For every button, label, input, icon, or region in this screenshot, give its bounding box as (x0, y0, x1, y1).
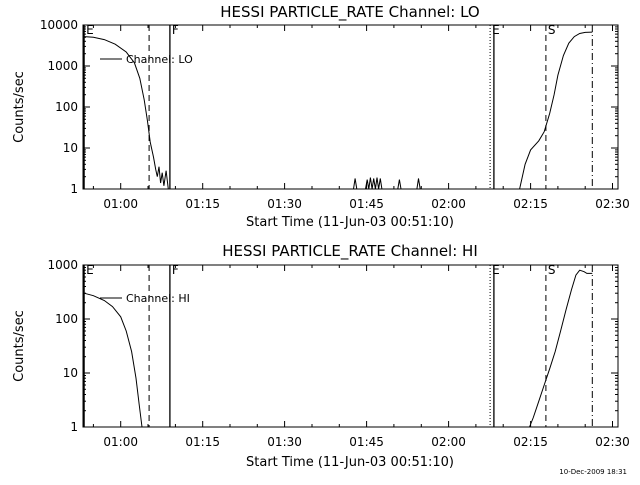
y-axis-label: Counts/sec (12, 71, 27, 143)
timestamp-stamp: 10-Dec-2009 18:31 (559, 468, 627, 476)
x-tick-label: 01:45 (349, 197, 384, 211)
y-tick-label: 1 (70, 420, 78, 434)
x-tick-label: 01:00 (103, 197, 138, 211)
marker-label: E (492, 23, 500, 37)
y-tick-label: 1 (70, 182, 78, 196)
y-tick-label: 10 (63, 366, 78, 380)
series-line-segment (416, 178, 421, 190)
series-line-segment (365, 177, 383, 190)
series-line-segment (529, 269, 593, 428)
series-lines (83, 269, 593, 428)
x-tick-label: 02:15 (513, 197, 548, 211)
panel-title: HESSI PARTICLE_RATE Channel: HI (222, 242, 478, 261)
x-tick-label: 01:15 (185, 197, 220, 211)
marker-label: F (172, 23, 179, 37)
x-tick-label: 02:30 (595, 197, 630, 211)
y-tick-label: 10 (63, 141, 78, 155)
y-tick-label: 10000 (40, 18, 78, 32)
x-axis-ticks: 01:00 01:15 01:30 01:45 02:00 02:15 02:30 (92, 265, 630, 449)
y-axis-ticks: 1 10 100 1000 (47, 258, 618, 434)
legend-label: Channel: HI (126, 292, 190, 305)
x-tick-label: 02:00 (431, 435, 466, 449)
x-tick-label: 02:00 (431, 197, 466, 211)
marker-label: S (548, 23, 556, 37)
plot-frame (82, 24, 619, 190)
x-tick-label: 01:30 (267, 435, 302, 449)
marker-label: E (492, 263, 500, 277)
panel-lo: HESSI PARTICLE_RATE Channel: LO E F E S 01:… (12, 3, 630, 230)
series-line-segment (84, 36, 169, 190)
series-line-segment (83, 292, 143, 428)
marker-label: S (548, 263, 556, 277)
x-tick-label: 01:00 (103, 435, 138, 449)
x-tick-label: 01:30 (267, 197, 302, 211)
series-line-segment (353, 178, 358, 190)
y-tick-label: 1000 (47, 258, 78, 272)
x-axis-label: Start Time (11-Jun-03 00:51:10) (246, 215, 454, 230)
panel-title: HESSI PARTICLE_RATE Channel: LO (220, 3, 479, 22)
marker-label: E (86, 23, 94, 37)
x-tick-label: 01:45 (349, 435, 384, 449)
y-tick-label: 100 (55, 100, 78, 114)
marker-label: F (172, 263, 179, 277)
x-tick-label: 02:30 (595, 435, 630, 449)
x-tick-label: 02:15 (513, 435, 548, 449)
x-tick-label: 01:15 (185, 435, 220, 449)
y-axis-label: Counts/sec (12, 310, 27, 382)
y-tick-label: 100 (55, 312, 78, 326)
y-tick-label: 1000 (47, 59, 78, 73)
series-line-segment (519, 31, 593, 190)
plot-frame (82, 264, 619, 428)
legend-label: Channel: LO (126, 53, 193, 66)
series-line-segment (397, 179, 402, 190)
y-axis-ticks: 1 10 100 1000 10000 (40, 18, 618, 196)
series-lines (84, 31, 593, 190)
x-axis-label: Start Time (11-Jun-03 00:51:10) (246, 455, 454, 470)
panel-hi: HESSI PARTICLE_RATE Channel: HI E F E S 01:… (12, 242, 630, 470)
marker-label: E (86, 263, 94, 277)
x-axis-ticks: 01:00 01:15 01:30 01:45 02:00 02:15 02:30 (92, 25, 630, 211)
